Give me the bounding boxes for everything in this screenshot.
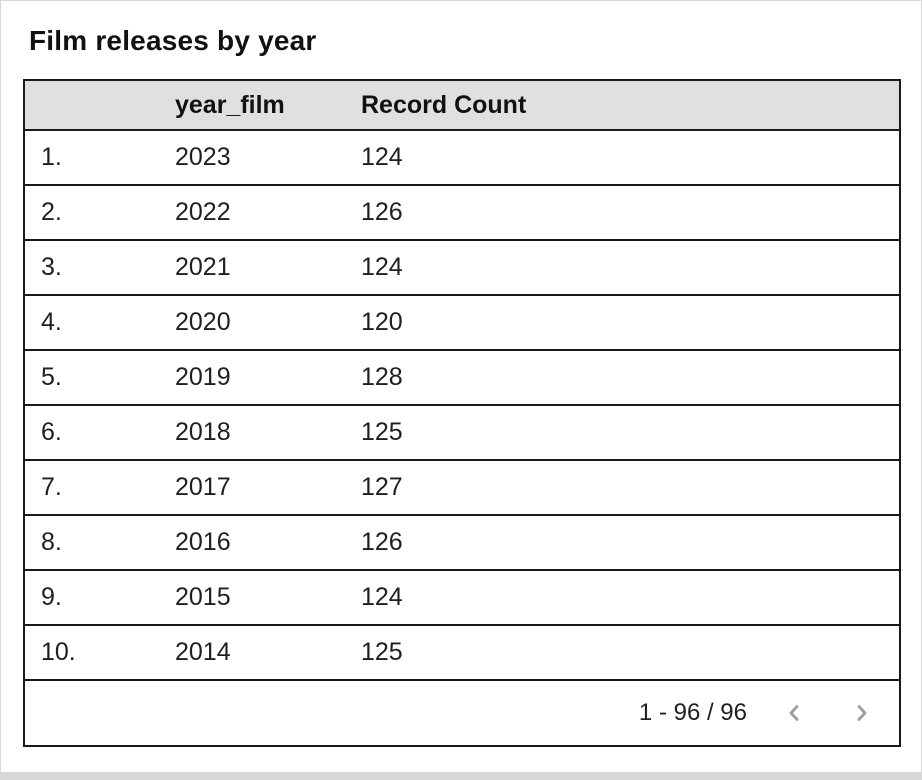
year-film-cell: 2023 bbox=[159, 129, 345, 185]
record-count-cell: 124 bbox=[345, 129, 899, 185]
chevron-left-icon bbox=[789, 705, 799, 721]
year-film-cell: 2020 bbox=[159, 294, 345, 350]
table-row: 3. 2021 124 bbox=[25, 239, 899, 295]
table-row: 1. 2023 124 bbox=[25, 129, 899, 185]
table-row: 2. 2022 126 bbox=[25, 184, 899, 240]
year-film-cell: 2016 bbox=[159, 514, 345, 570]
table-footer: 1 - 96 / 96 bbox=[25, 679, 899, 745]
year-film-cell: 2017 bbox=[159, 459, 345, 515]
year-film-cell: 2018 bbox=[159, 404, 345, 460]
table-row: 8. 2016 126 bbox=[25, 514, 899, 570]
row-number-cell: 5. bbox=[25, 349, 159, 405]
column-header-record-count[interactable]: Record Count bbox=[345, 81, 899, 130]
chart-title: Film releases by year bbox=[29, 25, 317, 56]
record-count-cell: 125 bbox=[345, 624, 899, 679]
year-film-cell: 2022 bbox=[159, 184, 345, 240]
table-row: 6. 2018 125 bbox=[25, 404, 899, 460]
record-count-cell: 124 bbox=[345, 239, 899, 295]
horizontal-scrollbar-track[interactable] bbox=[1, 772, 921, 779]
row-number-cell: 2. bbox=[25, 184, 159, 240]
table-row: 7. 2017 127 bbox=[25, 459, 899, 515]
record-count-cell: 127 bbox=[345, 459, 899, 515]
row-number-cell: 4. bbox=[25, 294, 159, 350]
record-count-cell: 125 bbox=[345, 404, 899, 460]
header-row: year_film Record Count bbox=[25, 81, 899, 130]
pagination-range-label: 1 - 96 / 96 bbox=[638, 699, 747, 726]
record-count-cell: 120 bbox=[345, 294, 899, 350]
table-chart: year_film Record Count 1. 2023 124 2. 20… bbox=[23, 79, 901, 747]
row-number-cell: 7. bbox=[25, 459, 159, 515]
table-row: 5. 2019 128 bbox=[25, 349, 899, 405]
year-film-cell: 2019 bbox=[159, 349, 345, 405]
table-row: 9. 2015 124 bbox=[25, 569, 899, 625]
row-number-cell: 3. bbox=[25, 239, 159, 295]
chevron-right-icon bbox=[857, 705, 867, 721]
year-film-cell: 2015 bbox=[159, 569, 345, 625]
table-row: 4. 2020 120 bbox=[25, 294, 899, 350]
row-number-cell: 10. bbox=[25, 624, 159, 679]
row-number-cell: 9. bbox=[25, 569, 159, 625]
record-count-cell: 126 bbox=[345, 514, 899, 570]
table-row: 10. 2014 125 bbox=[25, 624, 899, 679]
record-count-cell: 128 bbox=[345, 349, 899, 405]
row-number-cell: 8. bbox=[25, 514, 159, 570]
prev-page-button[interactable] bbox=[777, 696, 811, 730]
row-number-cell: 6. bbox=[25, 404, 159, 460]
column-header-row-number[interactable] bbox=[25, 81, 159, 130]
year-film-cell: 2021 bbox=[159, 239, 345, 295]
record-count-cell: 124 bbox=[345, 569, 899, 625]
data-table: year_film Record Count 1. 2023 124 2. 20… bbox=[25, 81, 899, 679]
record-count-cell: 126 bbox=[345, 184, 899, 240]
year-film-cell: 2014 bbox=[159, 624, 345, 679]
next-page-button[interactable] bbox=[845, 696, 879, 730]
row-number-cell: 1. bbox=[25, 129, 159, 185]
column-header-year-film[interactable]: year_film bbox=[159, 81, 345, 130]
